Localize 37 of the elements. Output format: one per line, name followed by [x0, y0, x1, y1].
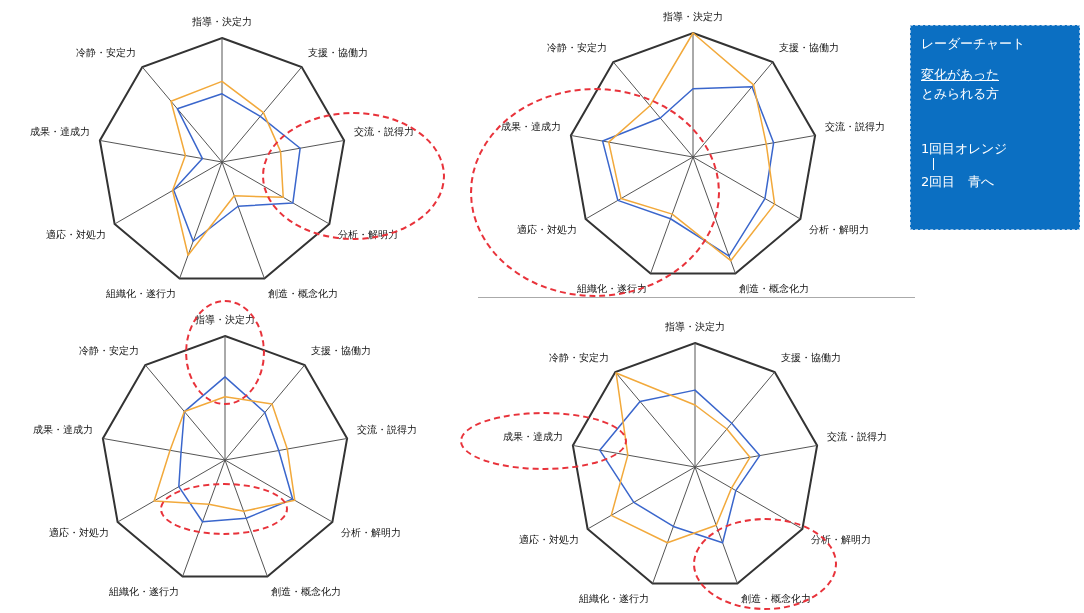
text: とみられる方	[921, 85, 1000, 103]
text: 変化があった	[921, 66, 1000, 84]
spoke-label: 適応・対処力	[45, 228, 106, 240]
text: 2回目 青へ	[921, 173, 996, 191]
spoke-label: 適応・対処力	[516, 223, 577, 235]
spoke-label: 交流・説得力	[356, 424, 417, 436]
spoke-label: 冷静・安定力	[78, 344, 139, 356]
spoke-label: 適応・対処力	[48, 526, 109, 538]
spoke-label: 創造・概念化力	[270, 585, 341, 597]
spoke-label: 指導・決定力	[194, 313, 255, 325]
spoke-label: 組織化・遂行力	[105, 287, 177, 299]
spoke-label: 組織化・遂行力	[108, 585, 180, 597]
spoke-label: 冷静・安定力	[546, 41, 607, 53]
spoke-label: 指導・決定力	[191, 15, 252, 27]
spoke-label: 指導・決定力	[662, 10, 723, 22]
spoke-label: 交流・説得力	[353, 126, 414, 138]
spoke-label: 成果・達成力	[501, 121, 562, 133]
text: レーダーチャート	[921, 35, 1026, 53]
spoke-label: 支援・協働力	[779, 41, 840, 53]
spoke-label: 成果・達成力	[503, 431, 564, 443]
spoke-label: 交流・説得力	[824, 121, 885, 133]
spoke-label: 成果・達成力	[30, 126, 91, 138]
text: 1回目オレンジ	[921, 140, 1009, 158]
spoke-label: 適応・対処力	[518, 533, 579, 545]
spoke-label: 成果・達成力	[33, 424, 94, 436]
spoke-label: 冷静・安定力	[548, 351, 609, 363]
spoke-label: 創造・概念化力	[738, 282, 809, 294]
spoke-label: 支援・協働力	[781, 351, 842, 363]
spoke-label: 組織化・遂行力	[578, 592, 650, 604]
spoke-label: 分析・解明力	[341, 526, 402, 538]
spoke-label: 分析・解明力	[809, 223, 870, 235]
spoke-label: 冷静・安定力	[75, 46, 136, 58]
spoke-label: 支援・協働力	[308, 46, 369, 58]
spoke-label: 指導・決定力	[664, 320, 725, 332]
spoke-label: 創造・概念化力	[267, 287, 338, 299]
spoke-label: 支援・協働力	[311, 344, 372, 356]
spoke-label: 交流・説得力	[826, 431, 887, 443]
